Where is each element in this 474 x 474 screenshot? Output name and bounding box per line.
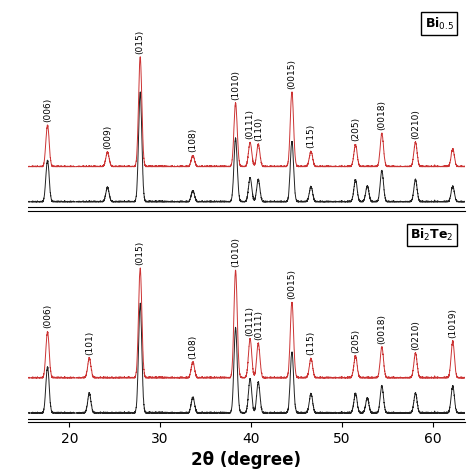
- Text: (1019): (1019): [448, 308, 457, 338]
- Text: (108): (108): [188, 335, 197, 359]
- Text: (0018): (0018): [377, 100, 386, 130]
- Text: (006): (006): [43, 304, 52, 328]
- Text: (115): (115): [307, 124, 316, 148]
- Text: (0018): (0018): [377, 314, 386, 344]
- Text: (015): (015): [136, 240, 145, 265]
- Text: Bi$_2$Te$_{2}$: Bi$_2$Te$_{2}$: [410, 227, 454, 243]
- Text: (0111): (0111): [246, 109, 255, 139]
- Text: (0015): (0015): [287, 59, 296, 89]
- Text: (205): (205): [351, 328, 360, 353]
- Text: (110): (110): [254, 117, 263, 141]
- Text: (108): (108): [188, 128, 197, 152]
- Text: (101): (101): [85, 331, 94, 355]
- Text: (1010): (1010): [231, 70, 240, 100]
- Text: (0210): (0210): [411, 320, 420, 350]
- Text: (0210): (0210): [411, 109, 420, 139]
- Text: (006): (006): [43, 97, 52, 122]
- Text: (0111): (0111): [254, 310, 263, 340]
- X-axis label: 2θ (degree): 2θ (degree): [191, 451, 301, 469]
- Text: (015): (015): [136, 29, 145, 54]
- Text: (009): (009): [103, 125, 112, 149]
- Text: (0015): (0015): [287, 269, 296, 299]
- Text: (205): (205): [351, 117, 360, 141]
- Text: Bi$_{0.5}$: Bi$_{0.5}$: [425, 16, 454, 32]
- Text: (0111): (0111): [246, 306, 255, 336]
- Text: (115): (115): [307, 331, 316, 355]
- Text: (1010): (1010): [231, 237, 240, 267]
